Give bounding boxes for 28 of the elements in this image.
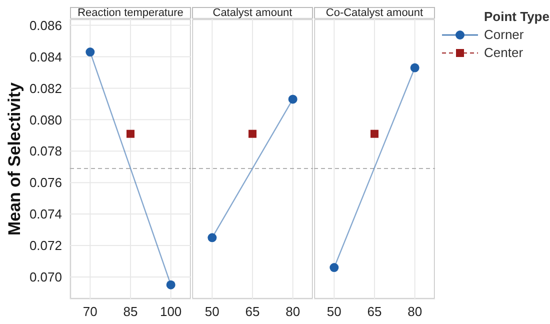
x-tick-label: 65 [245,304,260,320]
x-tick-label: 100 [160,304,182,320]
legend-label: Center [484,44,524,62]
y-tick-label: 0.082 [29,80,62,96]
y-tick-label: 0.086 [29,18,62,33]
y-tick-label: 0.072 [29,238,62,254]
x-tick-label: 50 [204,304,220,320]
x-tick-label: 70 [82,304,98,320]
chart-title: Catalyst amount [192,7,313,19]
legend-title: Point Type [483,8,550,26]
chart-title: Co-Catalyst amount [314,7,435,19]
y-tick-label: 0.084 [29,49,62,64]
point [86,48,95,57]
y-tick-label: 0.074 [29,206,62,222]
x-tick-label: 85 [123,304,138,320]
x-tick-label: 50 [326,304,342,320]
legend-label: Corner [484,26,524,44]
point [166,280,176,290]
y-tick-label: 0.080 [29,112,62,128]
y-axis-title: Mean of Selectivity [5,82,24,236]
x-tick-label: 80 [408,304,422,320]
y-tick-label: 0.070 [29,270,62,285]
chart-title: Reaction temperature [70,7,191,19]
x-tick-label: 80 [286,304,300,320]
point [126,130,134,138]
y-tick-label: 0.076 [29,175,62,190]
y-tick-label: 0.078 [29,144,62,159]
x-tick-label: 65 [367,304,382,320]
